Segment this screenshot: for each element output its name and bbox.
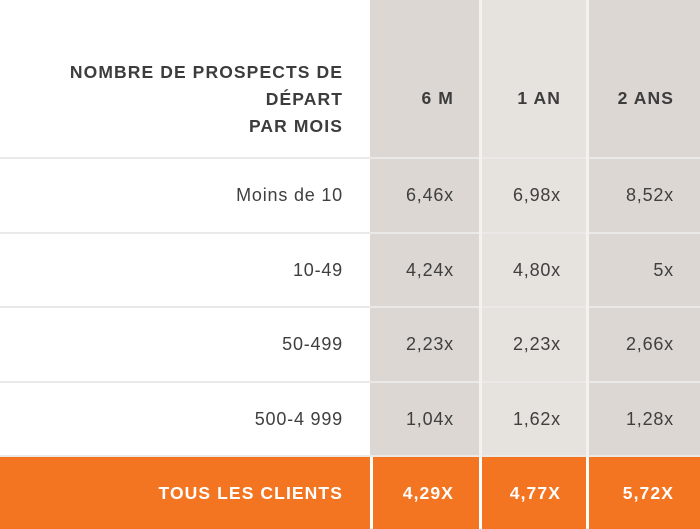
table-header-row: NOMBRE DE PROSPECTS DE DÉPART PAR MOIS 6… [0, 0, 700, 157]
total-cell: 4,77X [481, 457, 588, 529]
row-divider [0, 306, 700, 308]
row-label: Moins de 10 [0, 159, 370, 232]
table-cell: 1,28x [588, 383, 700, 455]
total-label: TOUS LES CLIENTS [0, 457, 370, 529]
header-label-cell: NOMBRE DE PROSPECTS DE DÉPART PAR MOIS [0, 0, 370, 157]
row-divider [0, 232, 700, 234]
table-cell: 4,80x [481, 234, 588, 306]
table-cell: 2,23x [481, 308, 588, 381]
row-label: 500-4 999 [0, 383, 370, 455]
total-column-divider [370, 457, 373, 529]
column-divider [586, 0, 589, 457]
table-cell: 2,66x [588, 308, 700, 381]
table-cell: 8,52x [588, 159, 700, 232]
table-cell: 1,04x [370, 383, 481, 455]
table-cell: 2,23x [370, 308, 481, 381]
total-cell: 5,72X [588, 457, 700, 529]
table-cell: 5x [588, 234, 700, 306]
row-divider [0, 381, 700, 383]
table-cell: 1,62x [481, 383, 588, 455]
column-header-6m: 6 M [370, 0, 481, 157]
column-header-1an: 1 AN [481, 0, 588, 157]
total-cell: 4,29X [370, 457, 481, 529]
table-row: Moins de 10 6,46x 6,98x 8,52x [0, 159, 700, 232]
table-cell: 6,46x [370, 159, 481, 232]
table-row: 10-49 4,24x 4,80x 5x [0, 234, 700, 306]
table-row: 50-499 2,23x 2,23x 2,66x [0, 308, 700, 381]
total-column-divider [586, 457, 589, 529]
row-divider [0, 455, 700, 457]
row-label: 50-499 [0, 308, 370, 381]
header-label: NOMBRE DE PROSPECTS DE DÉPART PAR MOIS [69, 62, 343, 136]
table-cell: 4,24x [370, 234, 481, 306]
column-divider [479, 0, 482, 457]
total-row: TOUS LES CLIENTS 4,29X 4,77X 5,72X [0, 457, 700, 529]
table-cell: 6,98x [481, 159, 588, 232]
row-label: 10-49 [0, 234, 370, 306]
total-column-divider [479, 457, 482, 529]
table-row: 500-4 999 1,04x 1,62x 1,28x [0, 383, 700, 455]
column-header-2ans: 2 ANS [588, 0, 700, 157]
row-divider [0, 157, 700, 159]
